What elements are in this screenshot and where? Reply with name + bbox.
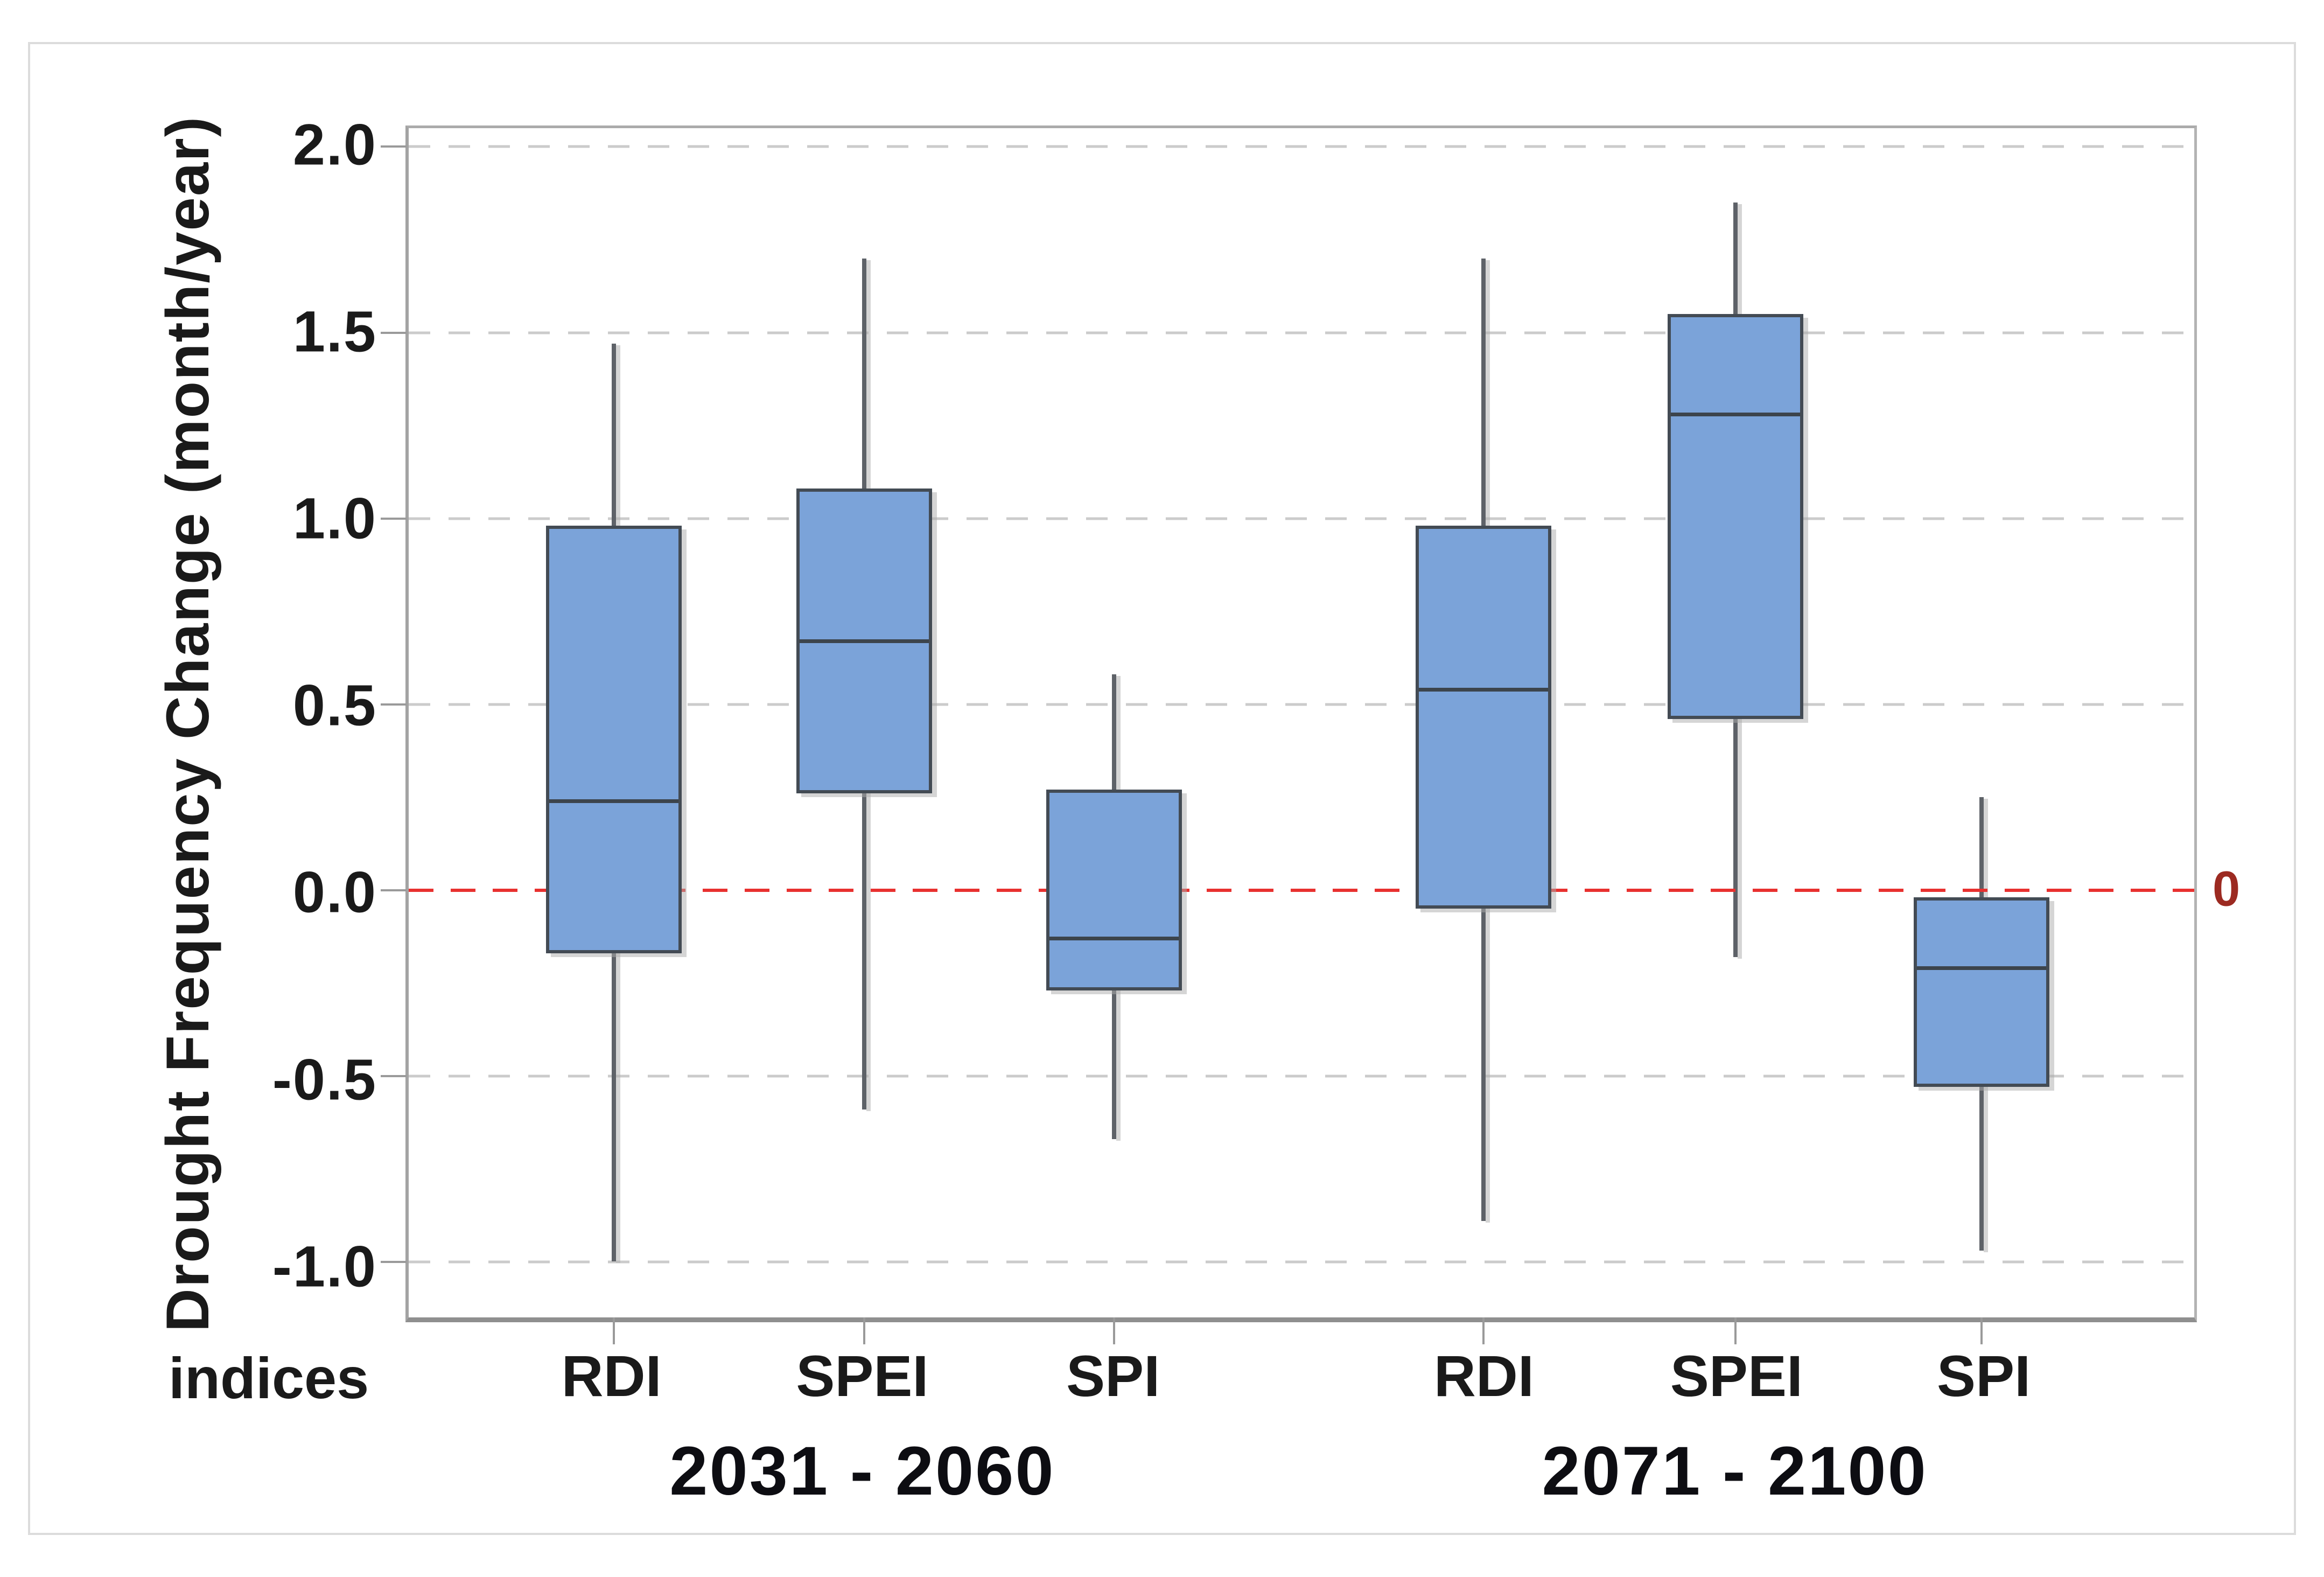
y-tick-label-0.0: 0.0 xyxy=(292,859,377,925)
box-rdi-2031-2060 xyxy=(546,526,682,953)
x-tick-mark-spi-2031-2060 xyxy=(1112,1317,1115,1344)
y-tick-mark-1.0 xyxy=(381,517,407,520)
gridline--0.5 xyxy=(409,1074,2194,1077)
y-tick-label-2.0: 2.0 xyxy=(292,111,377,177)
x-tick-mark-spei-2031-2060 xyxy=(863,1317,865,1344)
median-spei-2031-2060 xyxy=(799,639,929,644)
figure-border xyxy=(28,42,2296,1535)
x-tick-label-rdi-2031-2060: RDI xyxy=(561,1343,662,1408)
x-tick-label-spi-2031-2060: SPI xyxy=(1066,1343,1160,1408)
group-label-2071-2100: 2071 - 2100 xyxy=(1542,1433,1928,1510)
y-axis-tick-labels: 2.0 1.5 1.0 0.5 0.0 -0.5 -1.0 xyxy=(0,111,377,1322)
y-tick-label-1.5: 1.5 xyxy=(292,298,377,364)
x-tick-label-spei-2071-2100: SPEI xyxy=(1670,1343,1803,1408)
x-tick-mark-spei-2071-2100 xyxy=(1734,1317,1737,1344)
y-tick-mark-1.5 xyxy=(381,331,407,334)
zero-reference-line xyxy=(409,888,2194,892)
y-tick-label--0.5: -0.5 xyxy=(272,1046,377,1112)
y-tick-label-1.0: 1.0 xyxy=(292,485,377,551)
gridline-1.0 xyxy=(409,517,2194,520)
x-tick-label-spei-2031-2060: SPEI xyxy=(796,1343,929,1408)
x-tick-label-rdi-2071-2100: RDI xyxy=(1433,1343,1534,1408)
y-tick-label--1.0: -1.0 xyxy=(272,1233,377,1299)
group-label-2031-2060: 2031 - 2060 xyxy=(669,1433,1055,1510)
box-spei-2071-2100 xyxy=(1667,314,1803,720)
y-tick-mark-0.5 xyxy=(381,703,407,706)
y-tick-mark-2.0 xyxy=(381,145,407,148)
y-tick-label-0.5: 0.5 xyxy=(292,672,377,738)
box-spi-2031-2060 xyxy=(1046,790,1182,990)
x-tick-mark-rdi-2071-2100 xyxy=(1482,1317,1485,1344)
gridline-2.0 xyxy=(409,145,2194,148)
x-tick-label-spi-2071-2100: SPI xyxy=(1937,1343,2031,1408)
median-spi-2031-2060 xyxy=(1049,937,1179,941)
y-tick-mark--0.5 xyxy=(381,1074,407,1077)
x-tick-mark-rdi-2031-2060 xyxy=(613,1317,615,1344)
period-group-labels: 2031 - 2060 2071 - 2100 xyxy=(405,1432,2197,1518)
gridline-0.5 xyxy=(409,703,2194,706)
box-spi-2071-2100 xyxy=(1914,897,2050,1087)
median-rdi-2071-2100 xyxy=(1419,687,1549,692)
x-axis-index-labels: RDI SPEI SPI RDI SPEI SPI xyxy=(405,1342,2197,1418)
y-tick-mark-0.0 xyxy=(381,889,407,891)
x-tick-mark-spi-2071-2100 xyxy=(1980,1317,1983,1344)
median-spi-2071-2100 xyxy=(1917,966,2047,971)
x-axis-title: indices xyxy=(169,1345,369,1411)
median-spei-2071-2100 xyxy=(1670,413,1800,417)
gridline-1.5 xyxy=(409,331,2194,334)
median-rdi-2031-2060 xyxy=(549,799,679,803)
box-rdi-2071-2100 xyxy=(1416,526,1552,909)
plot-area: 0 xyxy=(381,125,2240,1344)
zero-line-label: 0 xyxy=(2213,861,2241,916)
gridline--1.0 xyxy=(409,1260,2194,1263)
y-tick-mark--1.0 xyxy=(381,1260,407,1263)
